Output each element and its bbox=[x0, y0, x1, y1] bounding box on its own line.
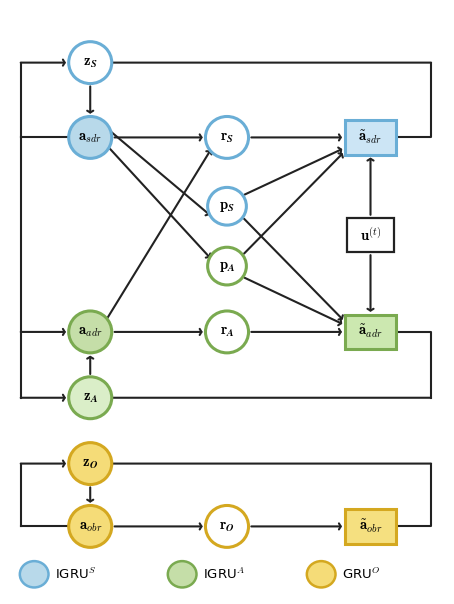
Text: $\mathbf{z}_{\boldsymbol{A}}$: $\mathbf{z}_{\boldsymbol{A}}$ bbox=[83, 390, 98, 405]
Text: GRU$^O$: GRU$^O$ bbox=[342, 567, 381, 582]
Ellipse shape bbox=[69, 443, 112, 484]
Ellipse shape bbox=[69, 506, 112, 547]
Text: IGRU$^A$: IGRU$^A$ bbox=[203, 567, 246, 582]
Text: $\mathbf{z}_{\boldsymbol{S}}$: $\mathbf{z}_{\boldsymbol{S}}$ bbox=[83, 55, 98, 70]
Ellipse shape bbox=[207, 247, 247, 285]
Ellipse shape bbox=[206, 506, 248, 547]
Text: $\tilde{\mathbf{a}}_{adr}$: $\tilde{\mathbf{a}}_{adr}$ bbox=[358, 323, 383, 341]
Ellipse shape bbox=[206, 117, 248, 158]
Ellipse shape bbox=[20, 561, 49, 588]
Text: $\mathbf{r}_{\boldsymbol{A}}$: $\mathbf{r}_{\boldsymbol{A}}$ bbox=[220, 324, 234, 339]
Text: $\mathbf{r}_{\boldsymbol{S}}$: $\mathbf{r}_{\boldsymbol{S}}$ bbox=[220, 130, 234, 145]
Text: $\tilde{\mathbf{a}}_{obr}$: $\tilde{\mathbf{a}}_{obr}$ bbox=[359, 518, 382, 535]
Text: $\mathbf{a}_{sdr}$: $\mathbf{a}_{sdr}$ bbox=[78, 130, 102, 145]
Text: $\mathbf{p}_{\boldsymbol{S}}$: $\mathbf{p}_{\boldsymbol{S}}$ bbox=[219, 199, 235, 214]
Ellipse shape bbox=[69, 117, 112, 158]
FancyBboxPatch shape bbox=[345, 120, 396, 155]
Ellipse shape bbox=[307, 561, 336, 588]
Ellipse shape bbox=[69, 311, 112, 353]
FancyBboxPatch shape bbox=[347, 217, 394, 252]
Text: $\mathbf{z}_{\boldsymbol{O}}$: $\mathbf{z}_{\boldsymbol{O}}$ bbox=[82, 456, 99, 471]
Ellipse shape bbox=[207, 187, 247, 225]
Ellipse shape bbox=[69, 42, 112, 83]
Text: $\tilde{\mathbf{a}}_{sdr}$: $\tilde{\mathbf{a}}_{sdr}$ bbox=[358, 129, 383, 146]
FancyBboxPatch shape bbox=[345, 315, 396, 349]
Text: $\mathbf{a}_{adr}$: $\mathbf{a}_{adr}$ bbox=[78, 324, 103, 339]
Ellipse shape bbox=[168, 561, 197, 588]
Text: $\mathbf{r}_{\boldsymbol{O}}$: $\mathbf{r}_{\boldsymbol{O}}$ bbox=[219, 519, 235, 534]
Ellipse shape bbox=[206, 311, 248, 353]
Text: IGRU$^S$: IGRU$^S$ bbox=[55, 567, 97, 582]
Text: $\mathbf{p}_{\boldsymbol{A}}$: $\mathbf{p}_{\boldsymbol{A}}$ bbox=[218, 259, 236, 274]
FancyBboxPatch shape bbox=[345, 509, 396, 544]
Text: $\mathbf{a}_{obr}$: $\mathbf{a}_{obr}$ bbox=[79, 519, 102, 534]
Text: $\mathbf{u}^{(t)}$: $\mathbf{u}^{(t)}$ bbox=[360, 226, 381, 244]
Ellipse shape bbox=[69, 377, 112, 419]
